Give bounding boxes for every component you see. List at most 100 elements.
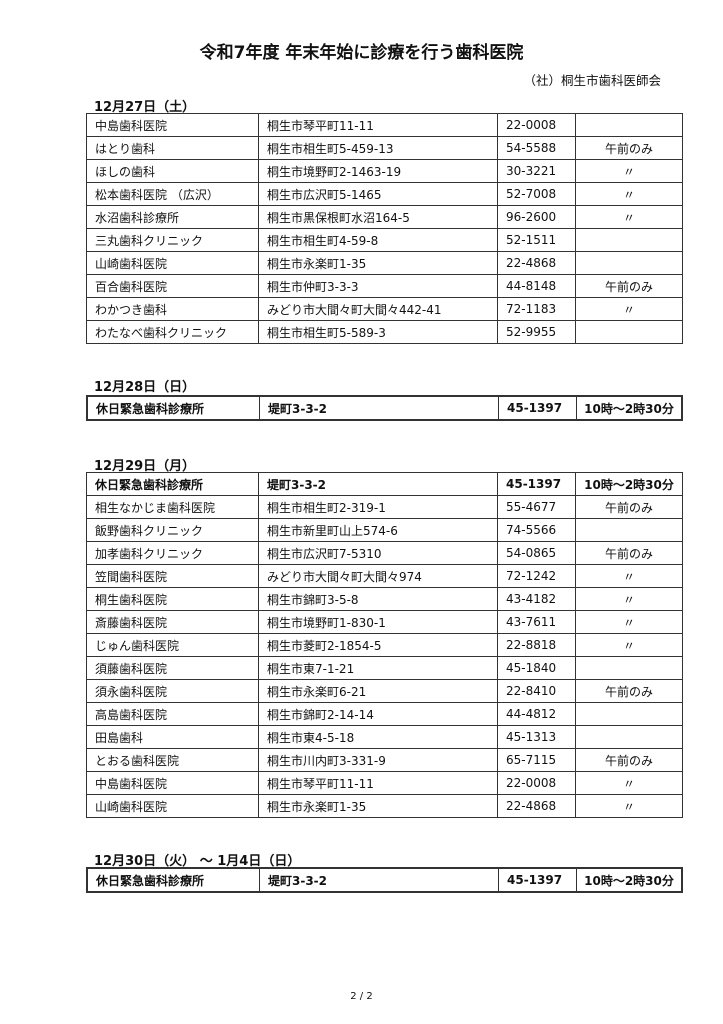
- clinic-phone: 54-5588: [497, 136, 576, 160]
- organization-name: （社）桐生市歯科医師会: [523, 73, 661, 88]
- clinic-address: 堤町3-3-2: [259, 867, 499, 893]
- clinic-phone: 44-8148: [497, 274, 576, 298]
- clinic-address: 桐生市相生町5-589-3: [258, 320, 498, 344]
- table-row: ほしの歯科 桐生市境野町2-1463-19 30-3221 〃: [86, 159, 683, 183]
- clinic-phone: 52-1511: [497, 228, 576, 252]
- clinic-phone: 72-1242: [497, 564, 576, 588]
- clinic-phone: 45-1397: [498, 395, 577, 421]
- table-row: 休日緊急歯科診療所 堤町3-3-2 45-1397 10時～2時30分: [86, 472, 683, 496]
- table-row: 高島歯科医院 桐生市錦町2-14-14 44-4812: [86, 702, 683, 726]
- clinic-phone: 22-8410: [497, 679, 576, 703]
- clinic-address: 桐生市東4-5-18: [258, 725, 498, 749]
- table-row: 中島歯科医院 桐生市琴平町11-11 22-0008: [86, 113, 683, 137]
- clinic-address: 桐生市相生町2-319-1: [258, 495, 498, 519]
- clinic-table: 休日緊急歯科診療所 堤町3-3-2 45-1397 10時～2時30分: [86, 867, 683, 893]
- table-row: 田島歯科 桐生市東4-5-18 45-1313: [86, 725, 683, 749]
- clinic-phone: 22-4868: [497, 794, 576, 818]
- clinic-name: 加孝歯科クリニック: [86, 541, 259, 565]
- clinic-address: 桐生市広沢町7-5310: [258, 541, 498, 565]
- clinic-address: 桐生市琴平町11-11: [258, 113, 498, 137]
- clinic-phone: 55-4677: [497, 495, 576, 519]
- clinic-name: 百合歯科医院: [86, 274, 259, 298]
- section-heading: 12月27日（土）: [94, 100, 196, 115]
- section-heading: 12月28日（日）: [94, 380, 196, 395]
- table-row: 相生なかじま歯科医院 桐生市相生町2-319-1 55-4677 午前のみ: [86, 495, 683, 519]
- clinic-table: 休日緊急歯科診療所 堤町3-3-2 45-1397 10時～2時30分: [86, 395, 683, 421]
- clinic-hours-note: 午前のみ: [575, 274, 683, 298]
- clinic-name: 水沼歯科診療所: [86, 205, 259, 229]
- clinic-phone: 72-1183: [497, 297, 576, 321]
- clinic-phone: 52-9955: [497, 320, 576, 344]
- clinic-phone: 22-4868: [497, 251, 576, 275]
- clinic-name: 高島歯科医院: [86, 702, 259, 726]
- clinic-address: 桐生市黒保根町水沼164-5: [258, 205, 498, 229]
- clinic-address: 桐生市境野町1-830-1: [258, 610, 498, 634]
- clinic-hours-note: [575, 518, 683, 542]
- clinic-name: 休日緊急歯科診療所: [86, 867, 260, 893]
- table-row: 休日緊急歯科診療所 堤町3-3-2 45-1397 10時～2時30分: [86, 867, 683, 893]
- section-heading: 12月30日（火） ～ 1月4日（日）: [94, 854, 301, 869]
- clinic-name: 三丸歯科クリニック: [86, 228, 259, 252]
- clinic-phone: 45-1840: [497, 656, 576, 680]
- clinic-hours-note: 午前のみ: [575, 541, 683, 565]
- clinic-address: 桐生市琴平町11-11: [258, 771, 498, 795]
- clinic-address: 桐生市錦町3-5-8: [258, 587, 498, 611]
- clinic-name: とおる歯科医院: [86, 748, 259, 772]
- clinic-address: 桐生市永楽町1-35: [258, 794, 498, 818]
- clinic-table: 休日緊急歯科診療所 堤町3-3-2 45-1397 10時～2時30分 相生なかじま歯科…: [86, 472, 683, 818]
- clinic-hours-note: 10時～2時30分: [576, 395, 683, 421]
- clinic-name: わたなべ歯科クリニック: [86, 320, 259, 344]
- page-number: 2 / 2: [350, 991, 373, 1002]
- clinic-hours-note: 〃: [575, 564, 683, 588]
- clinic-name: 休日緊急歯科診療所: [86, 395, 260, 421]
- clinic-name: 山崎歯科医院: [86, 794, 259, 818]
- clinic-hours-note: [575, 320, 683, 344]
- table-row: 松本歯科医院 （広沢） 桐生市広沢町5-1465 52-7008 〃: [86, 182, 683, 206]
- clinic-phone: 52-7008: [497, 182, 576, 206]
- clinic-name: 相生なかじま歯科医院: [86, 495, 259, 519]
- clinic-hours-note: 午前のみ: [575, 495, 683, 519]
- clinic-hours-note: 〃: [575, 205, 683, 229]
- clinic-name: わかつき歯科: [86, 297, 259, 321]
- table-row: はとり歯科 桐生市相生町5-459-13 54-5588 午前のみ: [86, 136, 683, 160]
- clinic-hours-note: [575, 113, 683, 137]
- clinic-phone: 22-8818: [497, 633, 576, 657]
- clinic-name: 松本歯科医院 （広沢）: [86, 182, 259, 206]
- clinic-hours-note: 〃: [575, 587, 683, 611]
- table-row: 山崎歯科医院 桐生市永楽町1-35 22-4868: [86, 251, 683, 275]
- table-row: 休日緊急歯科診療所 堤町3-3-2 45-1397 10時～2時30分: [86, 395, 683, 421]
- table-row: 桐生歯科医院 桐生市錦町3-5-8 43-4182 〃: [86, 587, 683, 611]
- clinic-address: 桐生市相生町4-59-8: [258, 228, 498, 252]
- clinic-name: 笠間歯科医院: [86, 564, 259, 588]
- clinic-address: 桐生市錦町2-14-14: [258, 702, 498, 726]
- clinic-name: 田島歯科: [86, 725, 259, 749]
- clinic-phone: 43-7611: [497, 610, 576, 634]
- clinic-phone: 45-1397: [497, 472, 576, 496]
- clinic-hours-note: 午前のみ: [575, 136, 683, 160]
- clinic-phone: 44-4812: [497, 702, 576, 726]
- table-row: 須藤歯科医院 桐生市東7-1-21 45-1840: [86, 656, 683, 680]
- clinic-hours-note: 〃: [575, 633, 683, 657]
- clinic-name: じゅん歯科医院: [86, 633, 259, 657]
- clinic-address: 桐生市相生町5-459-13: [258, 136, 498, 160]
- clinic-address: 堤町3-3-2: [258, 472, 498, 496]
- clinic-address: 桐生市境野町2-1463-19: [258, 159, 498, 183]
- table-row: 斎藤歯科医院 桐生市境野町1-830-1 43-7611 〃: [86, 610, 683, 634]
- clinic-hours-note: 午前のみ: [575, 679, 683, 703]
- clinic-address: 桐生市永楽町6-21: [258, 679, 498, 703]
- clinic-hours-note: [575, 702, 683, 726]
- clinic-name: 桐生歯科医院: [86, 587, 259, 611]
- clinic-hours-note: 〃: [575, 297, 683, 321]
- table-row: わかつき歯科 みどり市大間々町大間々442-41 72-1183 〃: [86, 297, 683, 321]
- clinic-phone: 65-7115: [497, 748, 576, 772]
- clinic-phone: 74-5566: [497, 518, 576, 542]
- table-row: じゅん歯科医院 桐生市菱町2-1854-5 22-8818 〃: [86, 633, 683, 657]
- clinic-name: 山崎歯科医院: [86, 251, 259, 275]
- clinic-phone: 45-1313: [497, 725, 576, 749]
- clinic-name: 須永歯科医院: [86, 679, 259, 703]
- clinic-phone: 54-0865: [497, 541, 576, 565]
- clinic-address: 桐生市東7-1-21: [258, 656, 498, 680]
- clinic-hours-note: 10時～2時30分: [575, 472, 683, 496]
- clinic-hours-note: 〃: [575, 771, 683, 795]
- clinic-address: 堤町3-3-2: [259, 395, 499, 421]
